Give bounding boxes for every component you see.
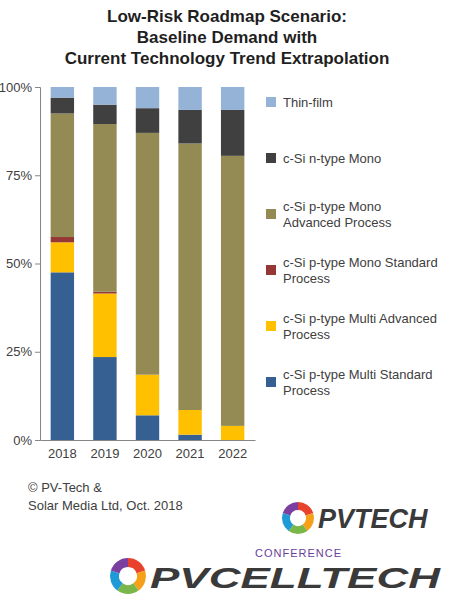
x-tick: 2018 [48,440,77,461]
y-tick: 100% [0,80,40,95]
bar-segment [93,124,116,292]
x-tick: 2019 [90,440,119,461]
legend-swatch [266,321,276,331]
legend-item: c-Si p-type MonoAdvanced Process [266,199,392,230]
logo-icon [110,558,146,594]
logo-ring [111,558,128,573]
y-tick: 50% [6,256,40,271]
x-tick-label: 2022 [218,446,247,461]
x-axis-line [41,440,256,441]
bar-segment [178,143,201,410]
legend-label: c-Si p-type MonoAdvanced Process [283,199,392,230]
x-tick: 2021 [176,440,205,461]
y-tick: 0% [13,433,40,448]
legend-label: c-Si p-type Multi StandardProcess [283,367,433,398]
x-tick-label: 2018 [48,446,77,461]
bar-segment [136,375,159,416]
logo-text: CONFERENCE [255,547,342,559]
bar-segment [221,110,244,156]
bar-segment [51,237,74,242]
bar-segment [93,87,116,105]
legend: Thin-film c-Si n-type Mono c-Si p-type Mon… [266,95,438,398]
bar-segment [136,108,159,133]
logo-ring [110,570,123,590]
legend-label: c-Si p-type Mono StandardProcess [283,255,438,286]
legend-label: c-Si p-type Multi AdvancedProcess [283,311,437,342]
y-tick-label: 75% [6,168,32,183]
subtitle: Baseline Demand with [137,28,317,47]
y-tick-label: 100% [0,80,32,95]
y-tick-mark [35,440,40,441]
title: Low-Risk Roadmap Scenario: [107,7,347,26]
legend-swatch [266,265,276,275]
legend-item: c-Si p-type Mono StandardProcess [266,255,438,286]
bar-segment [93,294,116,358]
legend-item: c-Si p-type Multi AdvancedProcess [266,311,437,342]
y-tick-label: 25% [6,344,32,359]
bar-segment [51,98,74,114]
bar-segment [51,87,74,98]
source: © PV-Tech & [28,480,102,495]
subtitle: Current Technology Trend Extrapolation [65,49,390,68]
logo-ring [282,513,293,531]
bar-segment [136,133,159,375]
y-tick-mark [35,175,40,176]
x-tick-label: 2019 [90,446,119,461]
bar-segment [221,426,244,440]
chart: Low-Risk Roadmap Scenario: Baseline Deman… [0,0,454,605]
x-axis: 2018 2019 2020 2021 2022 [41,440,256,461]
y-axis: 0% 25% 50% 75% 100% [0,80,41,448]
source: Solar Media Ltd, Oct. 2018 [28,498,183,513]
legend-swatch [266,97,276,107]
legend-label: c-Si n-type Mono [283,151,381,166]
bar-segment [51,272,74,440]
logo-ring [128,558,145,573]
bar-segment [51,242,74,272]
x-tick-label: 2020 [133,446,162,461]
bar-segment [178,87,201,110]
y-tick-label: 0% [13,433,32,448]
bar-segment [221,87,244,110]
y-tick-label: 50% [6,256,32,271]
bar-segment [51,113,74,237]
bar-segment [178,410,201,435]
logo-text: PVCELLTECH [150,561,442,594]
y-axis-line [35,88,41,441]
bars [51,87,245,440]
legend-swatch [266,209,276,219]
y-tick-mark [35,87,40,88]
bar-segment [136,415,159,440]
bar-segment [178,110,201,144]
logo-text: PVTECH [318,504,428,534]
y-tick-mark [35,352,40,353]
logo-icon [282,502,314,534]
legend-item: c-Si n-type Mono [266,151,381,166]
y-tick: 75% [6,168,40,183]
bar-segment [93,357,116,440]
legend-label: Thin-film [283,95,333,110]
legend-item: c-Si p-type Multi StandardProcess [266,367,433,398]
y-tick: 25% [6,344,40,359]
x-tick: 2020 [133,440,162,461]
bar-segment [93,105,116,124]
logo-ring [283,502,298,516]
y-tick-mark [35,264,40,265]
legend-swatch [266,153,276,163]
bar-segment [93,292,116,294]
x-tick: 2022 [218,440,247,461]
bar-segment [178,435,201,440]
legend-item: Thin-film [266,95,333,110]
x-tick-label: 2021 [176,446,205,461]
legend-swatch [266,377,276,387]
bar-segment [221,156,244,426]
bar-segment [136,87,159,108]
logo-ring [298,502,313,516]
